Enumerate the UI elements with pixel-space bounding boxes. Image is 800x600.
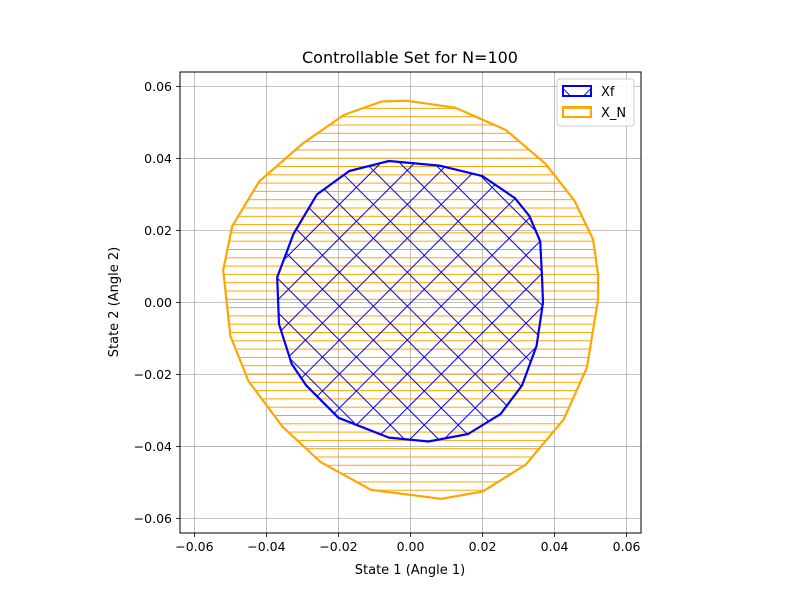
region-xf <box>276 159 545 443</box>
legend-swatch-xf <box>562 85 592 97</box>
x-axis-label: State 1 (Angle 1) <box>355 563 466 578</box>
y-axis-label: State 2 (Angle 2) <box>107 247 122 358</box>
legend-label-xf: Xf <box>601 85 615 100</box>
x-tick-label: 0.02 <box>469 539 497 554</box>
x-tick-label: 0.06 <box>613 539 641 554</box>
legend-label-xn: X_N <box>601 106 626 121</box>
chart-title: Controllable Set for N=100 <box>302 48 518 67</box>
ticks: −0.06 −0.04 −0.02 0.00 0.02 0.04 0.06 −0.06 −0.0… <box>134 79 641 554</box>
x-tick-label: 0.00 <box>397 539 425 554</box>
series-layer <box>222 99 600 500</box>
legend: Xf X_N <box>556 78 635 127</box>
x-tick-label: −0.02 <box>319 539 357 554</box>
x-tick-label: −0.04 <box>247 539 285 554</box>
legend-swatch-xn <box>562 106 592 118</box>
y-tick-label: −0.02 <box>134 367 172 382</box>
y-tick-label: 0.06 <box>144 79 172 94</box>
x-tick-label: −0.06 <box>175 539 213 554</box>
y-tick-label: 0.00 <box>144 295 172 310</box>
y-tick-label: −0.04 <box>134 439 172 454</box>
y-tick-label: 0.02 <box>144 223 172 238</box>
y-tick-label: 0.04 <box>144 151 172 166</box>
y-tick-label: −0.06 <box>134 511 172 526</box>
x-tick-label: 0.04 <box>541 539 569 554</box>
